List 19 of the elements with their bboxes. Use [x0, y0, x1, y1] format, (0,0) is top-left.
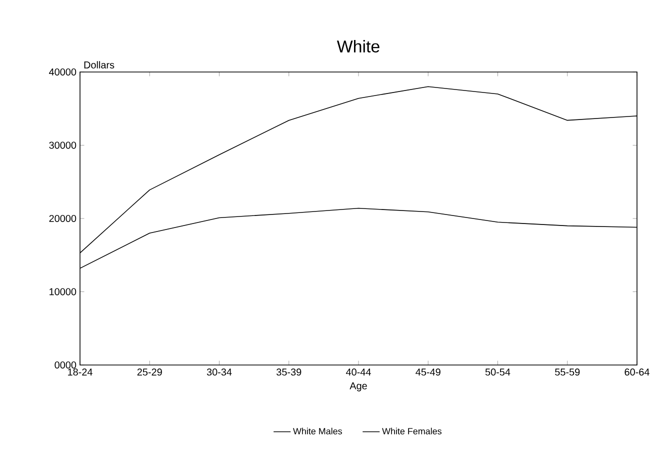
x-tick-label: 40-44 — [346, 368, 371, 376]
chart-title: White — [336, 40, 380, 52]
x-tick-label: 55-59 — [555, 368, 580, 376]
x-tick-label: 30-34 — [206, 368, 232, 376]
x-axis-title: Age — [350, 382, 367, 392]
x-tick-label: 25-29 — [137, 368, 162, 376]
y-axis-title: Dollars — [84, 61, 114, 68]
x-tick-label: 50-54 — [485, 368, 510, 376]
y-tick-label: 40000 — [49, 68, 76, 76]
legend-label: White Males — [293, 428, 342, 434]
y-tick-label: 20000 — [49, 214, 76, 222]
legend-label: White Females — [382, 428, 442, 434]
x-tick-label: 35-39 — [276, 368, 302, 376]
y-tick-label: 10000 — [50, 288, 76, 296]
x-tick-label: 60-64 — [624, 368, 650, 376]
x-tick-label: 45-49 — [416, 368, 440, 376]
y-tick-label: 30000 — [49, 142, 76, 149]
y-tick-label: 0000 — [54, 361, 76, 369]
x-tick-label: 18-24 — [68, 368, 92, 376]
